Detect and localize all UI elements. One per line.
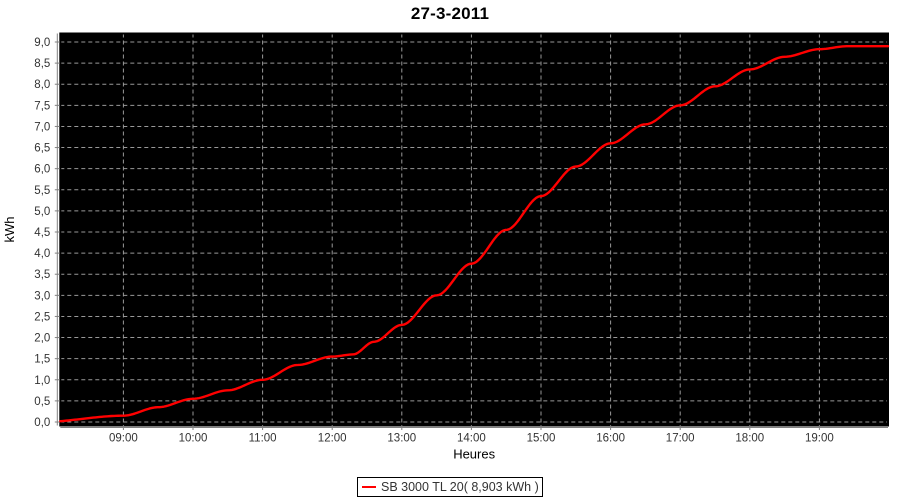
svg-text:4,5: 4,5	[34, 227, 50, 239]
svg-text:19:00: 19:00	[805, 433, 834, 445]
svg-text:10:00: 10:00	[179, 433, 208, 445]
svg-text:kWh: kWh	[2, 217, 17, 243]
svg-text:8,0: 8,0	[34, 79, 50, 91]
svg-text:17:00: 17:00	[666, 433, 695, 445]
svg-text:1,0: 1,0	[34, 375, 50, 387]
svg-text:5,5: 5,5	[34, 185, 50, 197]
svg-text:7,0: 7,0	[34, 121, 50, 133]
svg-text:7,5: 7,5	[34, 100, 50, 112]
svg-text:18:00: 18:00	[735, 433, 764, 445]
svg-text:09:00: 09:00	[109, 433, 138, 445]
svg-text:3,5: 3,5	[34, 269, 50, 281]
svg-text:1,5: 1,5	[34, 354, 50, 366]
svg-text:2,5: 2,5	[34, 311, 50, 323]
svg-text:5,0: 5,0	[34, 206, 50, 218]
svg-text:11:00: 11:00	[249, 433, 277, 445]
svg-text:3,0: 3,0	[34, 290, 50, 302]
svg-text:8,5: 8,5	[34, 58, 50, 70]
svg-text:14:00: 14:00	[457, 433, 486, 445]
svg-text:Heures: Heures	[453, 447, 495, 462]
svg-text:15:00: 15:00	[527, 433, 556, 445]
svg-text:9,0: 9,0	[34, 37, 50, 49]
svg-text:0,0: 0,0	[34, 417, 50, 429]
svg-text:4,0: 4,0	[34, 248, 50, 260]
svg-text:6,5: 6,5	[34, 143, 50, 155]
svg-text:0,5: 0,5	[34, 396, 50, 408]
svg-text:12:00: 12:00	[318, 433, 347, 445]
svg-text:13:00: 13:00	[387, 433, 416, 445]
svg-text:16:00: 16:00	[596, 433, 625, 445]
svg-text:6,0: 6,0	[34, 164, 50, 176]
svg-text:2,0: 2,0	[34, 333, 50, 345]
